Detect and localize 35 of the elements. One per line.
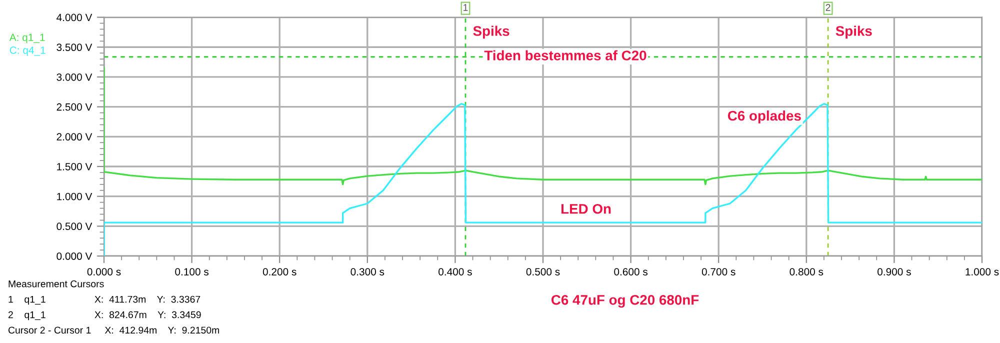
- x-tick-label: 0.000 s: [87, 268, 121, 276]
- y-tick-label: 4.000 V: [56, 14, 92, 22]
- annotation: C6 oplades: [728, 110, 801, 124]
- x-tick-label: 0.700 s: [702, 268, 736, 276]
- x-tick-label: 0.200 s: [262, 268, 296, 276]
- annotation: LED On: [561, 204, 611, 214]
- annotation: Spiks: [836, 26, 872, 39]
- y-tick-label: 0.500 V: [56, 222, 92, 230]
- y-tick-label: 0.000 V: [56, 252, 92, 260]
- x-tick-label: 0.100 s: [175, 268, 209, 276]
- text: C6 47uF og C20 680nF: [551, 294, 699, 308]
- x-tick-label: 0.800 s: [790, 268, 824, 276]
- y-tick-label: 3.500 V: [56, 44, 92, 52]
- text: Cursor 2 - Cursor 1 X: 412.94m Y: 9.2150m: [8, 326, 220, 334]
- y-tick-label: 2.500 V: [56, 103, 92, 111]
- text: 1 q1_1 X: 411.73m Y: 3.3367: [8, 296, 200, 305]
- y-tick-label: 3.000 V: [56, 73, 92, 81]
- x-tick-label: 0.600 s: [614, 268, 648, 276]
- x-tick-label: 0.500 s: [526, 268, 560, 276]
- text: C: q4_1: [10, 46, 46, 56]
- x-tick-label: 0.400 s: [438, 268, 472, 276]
- text: 2 q1_1 X: 824.67m Y: 3.3459: [8, 311, 201, 320]
- annotation: Tiden bestemmes af C20: [484, 50, 646, 60]
- annotation: 2: [826, 4, 830, 11]
- line-series: [104, 67, 982, 186]
- y-tick-label: 2.000 V: [56, 133, 92, 141]
- annotation: Spiks: [473, 26, 510, 39]
- x-tick-label: 0.300 s: [350, 268, 384, 276]
- x-tick-label: 1.000 s: [966, 268, 999, 276]
- text: Measurement Cursors: [8, 280, 104, 288]
- annotation: 1: [464, 4, 468, 11]
- y-tick-label: 1.500 V: [57, 162, 92, 170]
- text: A: q1_1: [9, 34, 45, 44]
- x-tick-label: 0.900 s: [878, 268, 911, 276]
- y-tick-label: 1.000 V: [57, 192, 92, 200]
